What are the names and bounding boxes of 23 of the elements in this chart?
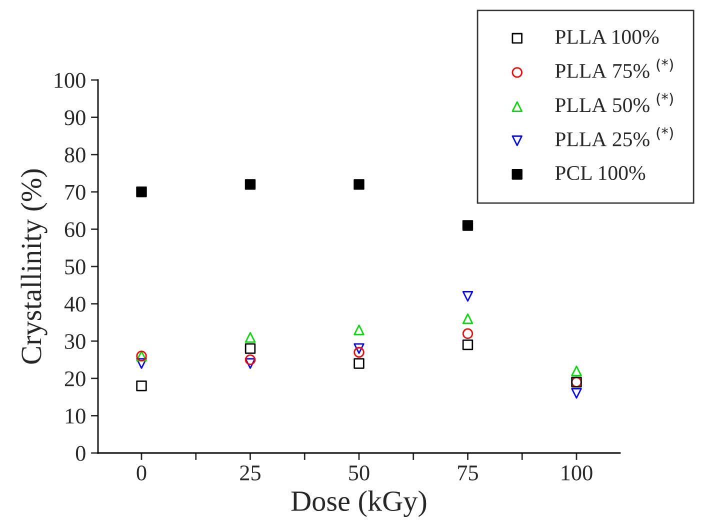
legend-label: PLLA 50% $^{(*)}$ [555,92,673,112]
y-axis-title: Crystallinity (%) [20,169,48,364]
x-tick-label: 100 [562,465,592,480]
y-tick-label: 90 [64,110,86,126]
y-tick-label: 10 [66,408,86,424]
y-tick-label: 0 [76,446,86,461]
legend-label: PLLA 100% [555,30,659,44]
y-tick-label: 60 [64,222,86,238]
y-tick-label: 70 [65,184,86,200]
legend-label: PCL 100% [555,166,646,180]
x-tick-label: 0 [136,465,146,480]
x-tick-label: 50 [349,465,370,480]
y-tick-label: 40 [64,296,86,312]
legend-label: PLLA 25% $^{(*)}$ [555,127,673,146]
y-tick-label: 50 [65,259,86,274]
y-tick-label: 100 [54,72,86,88]
y-tick-label: 80 [64,148,86,163]
x-tick-label: 25 [240,466,260,480]
x-tick-label: 75 [458,466,478,480]
y-tick-label: 30 [65,334,86,350]
legend-label: PLLA 75% $^{(*)}$ [555,58,673,78]
x-axis-title: Dose (kGy) [291,490,426,518]
y-tick-label: 20 [64,371,86,386]
